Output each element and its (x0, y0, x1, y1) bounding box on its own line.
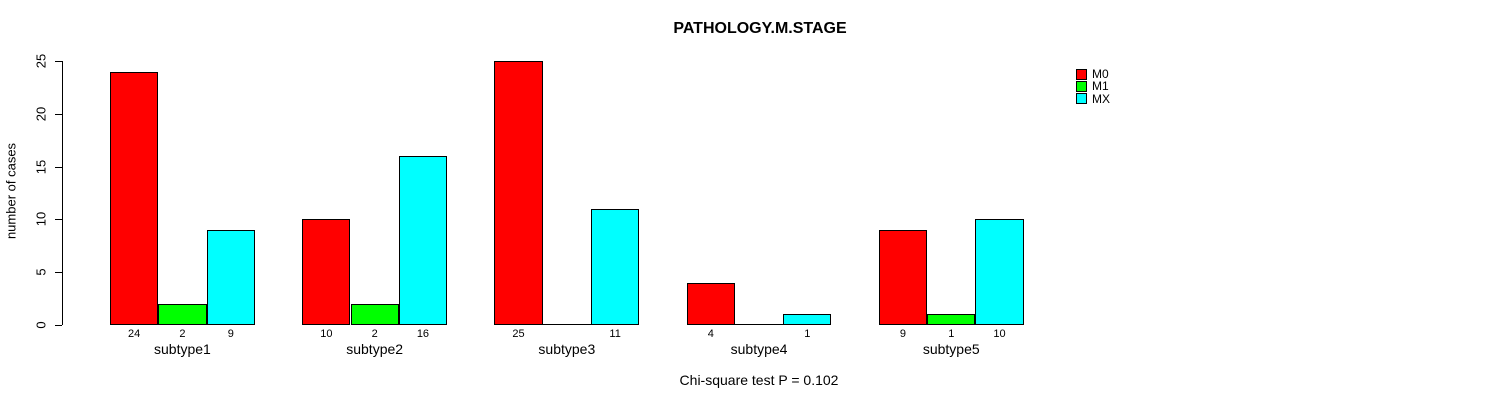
y-axis-tick (55, 113, 62, 115)
bar-subtype4-MX (783, 314, 832, 325)
bar-subtype5-M0 (878, 229, 928, 325)
bar-subtype5-M1 (927, 314, 976, 325)
bar-value-label: 10 (320, 328, 333, 340)
y-axis-tick (55, 219, 62, 221)
bar-subtype1-MX (206, 229, 255, 325)
bar-subtype1-M1 (158, 303, 207, 325)
legend-swatch-M1 (1076, 80, 1087, 92)
y-tick-label: 20 (33, 106, 49, 122)
bar-value-label: 2 (371, 328, 378, 340)
bar-subtype4-M1 (734, 324, 784, 325)
bar-value-label: 24 (128, 328, 141, 340)
x-category-label: subtype5 (922, 341, 980, 357)
bar-value-label: 1 (804, 328, 811, 340)
bar-subtype3-M1 (542, 324, 591, 325)
x-category-label: subtype4 (730, 341, 788, 357)
x-category-label: subtype3 (538, 341, 596, 357)
legend-label: M1 (1092, 79, 1109, 94)
y-tick-label: 15 (33, 159, 49, 174)
x-category-label: subtype2 (346, 341, 404, 357)
bar-value-label: 25 (512, 328, 525, 340)
y-tick-label: 0 (33, 321, 49, 329)
bar-value-label: 11 (609, 328, 621, 340)
bar-subtype4-M0 (686, 282, 735, 325)
y-tick-label: 25 (33, 53, 49, 69)
y-axis (62, 61, 63, 325)
bar-value-label: 9 (899, 328, 906, 340)
y-axis-label: number of cases (3, 142, 19, 240)
bar-value-label: 1 (948, 328, 955, 340)
bar-value-label: 9 (227, 328, 234, 340)
bar-value-label: 16 (416, 328, 430, 340)
legend-label: MX (1092, 91, 1110, 106)
y-axis-tick (55, 166, 62, 168)
y-tick-label: 10 (33, 212, 49, 227)
bar-subtype2-MX (398, 156, 448, 325)
bar-subtype2-M1 (350, 303, 399, 325)
legend-swatch-MX (1076, 93, 1087, 105)
chi-square-annotation: Chi-square test P = 0.102 (679, 372, 839, 388)
bar-subtype1-M0 (110, 71, 159, 325)
bar-subtype5-MX (975, 219, 1024, 325)
legend-swatch-M0 (1076, 68, 1087, 80)
y-axis-tick (55, 325, 62, 326)
bar-value-label: 2 (179, 328, 186, 340)
bar-subtype3-MX (591, 208, 640, 325)
chart-title: PATHOLOGY.M.STAGE (673, 20, 847, 37)
legend-label: M0 (1092, 67, 1109, 81)
legend-item-M0: M0 (1076, 68, 1109, 80)
y-axis-tick (55, 272, 62, 274)
y-axis-tick (55, 61, 62, 62)
x-category-label: subtype1 (154, 341, 211, 357)
legend-item-M1: M1 (1076, 80, 1109, 92)
bar-subtype3-M0 (494, 61, 543, 325)
y-tick-label: 5 (33, 268, 49, 276)
legend-item-MX: MX (1076, 93, 1110, 105)
bar-value-label: 4 (707, 328, 714, 340)
bar-value-label: 10 (993, 328, 1006, 340)
bar-subtype2-M0 (302, 219, 351, 325)
